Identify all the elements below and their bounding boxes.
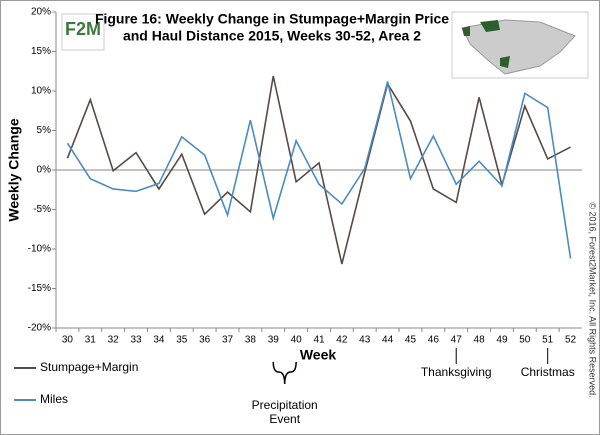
x-tick-label: 46 [428,335,440,346]
series-line [66,81,572,259]
x-tick-label: 36 [199,335,211,346]
annotation: Thanksgiving [421,365,492,379]
annotation-brace [272,361,297,385]
x-tick-label: 41 [313,335,325,346]
x-tick-label: 50 [519,335,531,346]
legend-label: Miles [40,392,68,406]
chart-title: and Haul Distance 2015, Weeks 30-52, Are… [123,28,421,44]
x-tick-label: 32 [108,335,120,346]
y-tick-label: -15% [28,283,51,294]
x-tick-label: 35 [176,335,188,346]
x-tick-label: 52 [565,335,577,346]
copyright: © 2016, Forest2Market, Inc. All Rights R… [588,202,598,397]
y-tick-label: -10% [28,244,51,255]
x-tick-label: 33 [130,335,142,346]
map [461,19,576,75]
x-tick-label: 47 [451,335,463,346]
x-tick-label: 31 [85,335,97,346]
y-tick-label: 5% [37,125,52,136]
annotation: Precipitation [252,398,318,412]
x-tick-label: 34 [153,335,165,346]
x-tick-label: 49 [496,335,508,346]
x-tick-label: 43 [359,335,371,346]
map-area [462,20,510,68]
x-tick-label: 39 [268,335,280,346]
x-axis-title: Week [300,347,337,363]
x-tick-label: 48 [474,335,486,346]
x-tick-label: 44 [382,335,394,346]
x-tick-label: 51 [542,335,554,346]
series-line [66,75,571,265]
x-tick-label: 30 [62,335,74,346]
x-tick-label: 42 [336,335,348,346]
x-tick-label: 37 [222,335,234,346]
y-tick-label: -20% [28,323,51,334]
y-tick-label: 10% [31,86,51,97]
y-tick-label: 0% [37,165,52,176]
y-tick-label: -5% [33,204,51,215]
annotation: Event [269,412,300,426]
x-tick-label: 40 [291,335,303,346]
legend-label: Stumpage+Margin [40,360,138,374]
x-tick-label: 38 [245,335,257,346]
annotation: Christmas [521,365,575,379]
logo: F2M [65,19,101,39]
y-tick-label: 20% [31,7,51,18]
chart-title: Figure 16: Weekly Change in Stumpage+Mar… [95,11,449,27]
y-tick-label: 15% [31,46,51,57]
logo-box [61,13,105,51]
x-tick-label: 45 [405,335,417,346]
y-axis-title: Weekly Change [6,118,22,221]
